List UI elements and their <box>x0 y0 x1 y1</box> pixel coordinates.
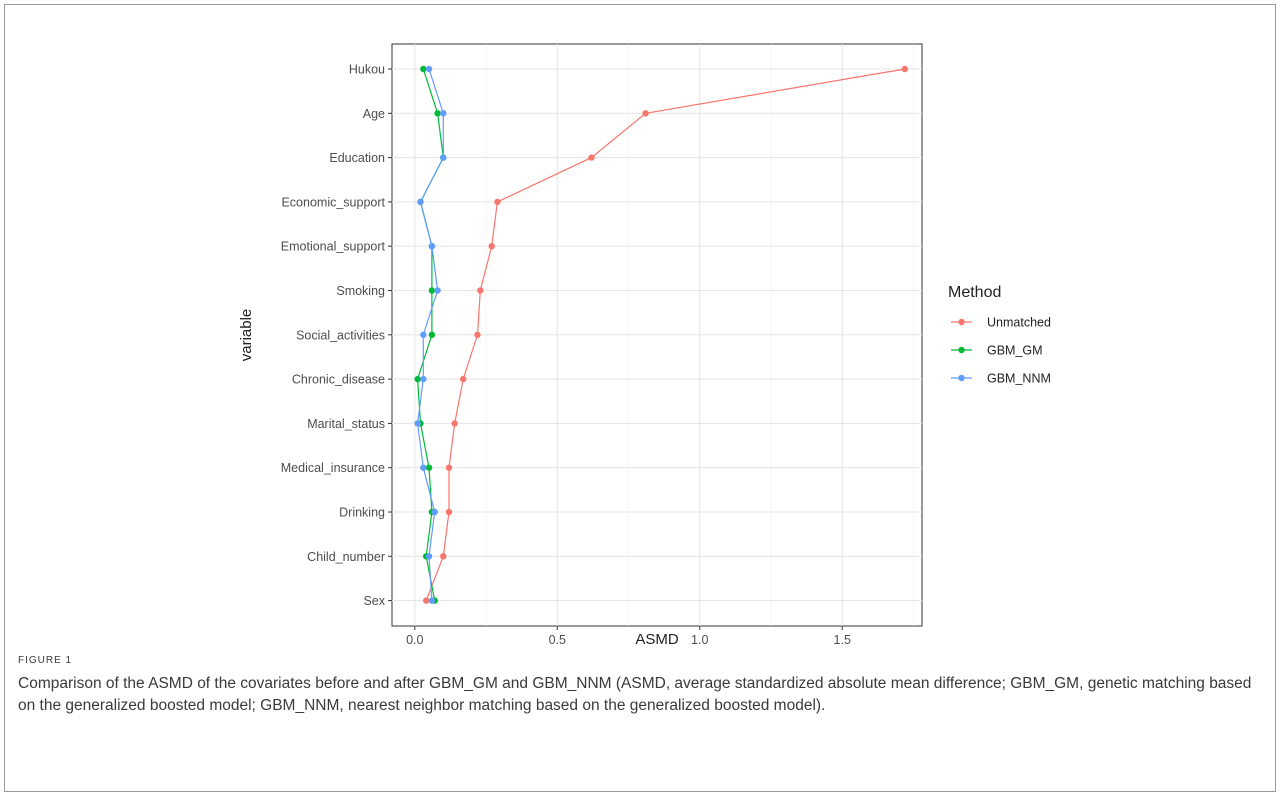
y-tick-label: Child_number <box>307 550 385 564</box>
data-point-gbm_nnm <box>431 508 438 516</box>
figure-label: FIGURE 1 <box>18 655 73 666</box>
data-point-gbm_nnm <box>414 420 421 427</box>
data-point-gbm_nnm <box>417 198 424 206</box>
y-tick-label: Economic_support <box>281 195 385 209</box>
x-tick-label: 0.0 <box>406 633 423 647</box>
data-point-unmatched <box>445 464 453 471</box>
data-point-gbm_gm <box>428 287 436 294</box>
data-point-unmatched <box>422 597 430 604</box>
y-axis-title: variable <box>238 309 255 362</box>
y-tick-label: Chronic_disease <box>292 373 385 387</box>
y-axis: Hukou Age Education Economic_support Emotion… <box>281 63 392 608</box>
y-tick-label: Medical_insurance <box>281 461 385 475</box>
y-tick-label: Social_activities <box>296 328 385 342</box>
data-point-gbm_gm <box>434 110 441 117</box>
legend-label: GBM_GM <box>987 344 1043 358</box>
y-tick-label: Hukou <box>349 63 385 77</box>
data-point-unmatched <box>488 243 495 250</box>
data-point-unmatched <box>474 331 481 338</box>
data-point-gbm_nnm <box>434 287 441 294</box>
data-point-gbm_nnm <box>425 553 433 560</box>
data-point-unmatched <box>451 420 458 427</box>
y-tick-label: Smoking <box>336 284 385 298</box>
x-axis-title: ASMD <box>635 631 679 648</box>
data-point-gbm_gm <box>428 331 436 338</box>
data-point-unmatched <box>440 553 447 560</box>
data-point-unmatched <box>477 287 484 294</box>
data-point-gbm_nnm <box>440 154 447 161</box>
data-point-unmatched <box>445 508 453 516</box>
legend-key-point <box>958 318 965 326</box>
y-tick-label: Education <box>329 151 385 165</box>
legend-label: Unmatched <box>987 316 1051 330</box>
data-point-unmatched <box>588 154 595 161</box>
series-points <box>414 65 909 604</box>
data-point-unmatched <box>901 65 909 73</box>
figure-frame <box>4 4 1276 792</box>
data-point-gbm_nnm <box>440 110 447 117</box>
x-tick-label: 0.5 <box>549 633 566 647</box>
figure-caption: Comparison of the ASMD of the covariates… <box>18 675 1252 714</box>
grid-lines <box>392 44 922 626</box>
y-tick-label: Sex <box>363 594 385 608</box>
asmd-chart: Hukou Age Education Economic_support Emotion… <box>238 43 1051 648</box>
data-point-gbm_nnm <box>428 243 436 250</box>
legend-label: GBM_NNM <box>987 372 1051 386</box>
data-point-gbm_gm <box>425 464 433 471</box>
data-point-unmatched <box>494 198 501 206</box>
data-point-unmatched <box>642 110 649 117</box>
data-point-gbm_nnm <box>428 597 436 604</box>
legend-title: Method <box>948 284 1001 301</box>
x-axis: 0.0 0.5 1.0 1.5 <box>406 626 851 647</box>
data-point-gbm_gm <box>420 65 427 73</box>
y-tick-label: Drinking <box>339 506 385 520</box>
x-tick-label: 1.0 <box>691 633 708 647</box>
data-point-gbm_nnm <box>420 375 427 383</box>
legend-key-point <box>958 346 965 354</box>
y-tick-label: Emotional_support <box>281 240 386 254</box>
data-point-gbm_nnm <box>420 331 427 338</box>
y-tick-label: Marital_status <box>307 417 385 431</box>
data-point-gbm_gm <box>414 375 421 383</box>
data-point-gbm_nnm <box>425 65 433 73</box>
y-tick-label: Age <box>363 107 385 121</box>
legend-key-point <box>958 374 965 382</box>
x-tick-label: 1.5 <box>834 633 851 647</box>
data-point-gbm_nnm <box>420 464 427 471</box>
legend: Method Unmatched GBM_GM GBM_NNM <box>948 284 1051 386</box>
data-point-unmatched <box>460 375 467 383</box>
